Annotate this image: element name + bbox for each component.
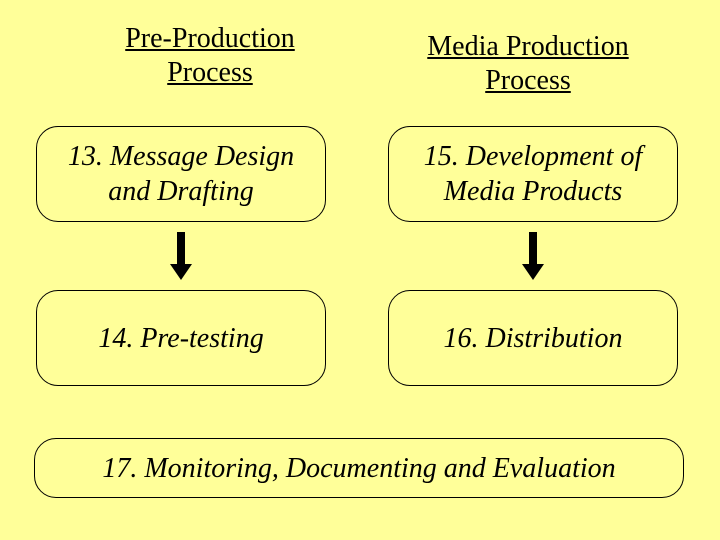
heading-left: Pre-Production Process — [95, 22, 325, 89]
node-15-label: 15. Development of Media Products — [399, 139, 667, 209]
arrow-head-icon — [522, 264, 544, 280]
node-17-monitoring: 17. Monitoring, Documenting and Evaluati… — [34, 438, 684, 498]
node-17-label: 17. Monitoring, Documenting and Evaluati… — [102, 451, 615, 486]
node-13-label: 13. Message Design and Drafting — [47, 139, 315, 209]
node-16-label: 16. Distribution — [444, 321, 623, 356]
arrow-right-down-icon — [524, 232, 542, 280]
arrow-head-icon — [170, 264, 192, 280]
heading-right: Media Production Process — [398, 30, 658, 97]
arrow-shaft — [177, 232, 185, 266]
node-14-label: 14. Pre-testing — [98, 321, 263, 356]
heading-left-line2: Process — [167, 57, 253, 88]
node-13-message-design: 13. Message Design and Drafting — [36, 126, 326, 222]
arrow-left-down-icon — [172, 232, 190, 280]
node-16-distribution: 16. Distribution — [388, 290, 678, 386]
heading-right-line1: Media Production — [427, 31, 628, 62]
node-15-development: 15. Development of Media Products — [388, 126, 678, 222]
heading-right-line2: Process — [485, 65, 571, 96]
node-14-pretesting: 14. Pre-testing — [36, 290, 326, 386]
arrow-shaft — [529, 232, 537, 266]
heading-left-line1: Pre-Production — [125, 23, 295, 54]
